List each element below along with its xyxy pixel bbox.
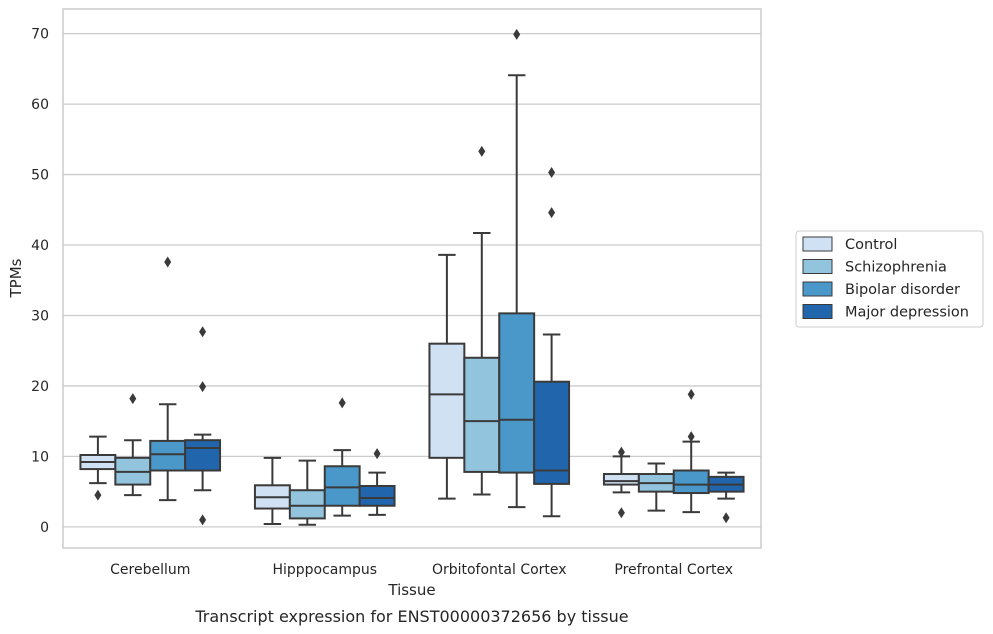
legend-swatch [802, 281, 833, 297]
box-iqr [358, 484, 396, 507]
legend-swatch [802, 304, 833, 319]
box-iqr [498, 312, 536, 474]
y-tick-label: 70 [31, 27, 49, 43]
x-tick-label: Orbitofontal Cortex [432, 562, 567, 578]
box-iqr [428, 342, 466, 459]
box-bipolar-disorder [323, 397, 361, 517]
box-major-depression [184, 326, 222, 526]
outlier-point [199, 381, 207, 393]
box-control [602, 446, 640, 519]
outlier-point [617, 446, 625, 458]
outlier-point [129, 393, 137, 405]
outlier-point [199, 326, 207, 338]
legend-label: Control [845, 237, 897, 253]
y-tick-labels: 0 10 20 30 40 50 60 70 [31, 27, 49, 536]
legend-swatch [802, 259, 833, 274]
legend-label: Bipolar disorder [845, 282, 960, 298]
box-major-depression [358, 448, 396, 516]
box-iqr [463, 356, 501, 473]
outlier-point [687, 388, 695, 400]
box-control [428, 253, 466, 500]
y-tick-label: 0 [40, 520, 49, 536]
outlier-point [548, 166, 556, 178]
legend-label: Schizophrenia [845, 260, 947, 276]
x-tick-labels: Cerebellum Hipppocampus Orbitofontal Corte… [110, 562, 733, 578]
outlier-point [687, 431, 695, 443]
box-control [79, 435, 117, 501]
legend-frame [795, 230, 984, 328]
legend-swatch [802, 236, 833, 252]
box-groups [79, 28, 745, 526]
outlier-point [94, 489, 102, 501]
box-iqr [602, 473, 640, 486]
outlier-point [199, 514, 207, 526]
outlier-point [617, 507, 625, 519]
box-iqr [323, 465, 361, 507]
y-tick-label: 50 [31, 168, 49, 184]
y-tick-label: 10 [31, 449, 49, 465]
y-tick-label: 60 [31, 97, 49, 113]
legend: Control Schizophrenia Bipolar disorder Majo… [795, 230, 984, 328]
chart-caption: Transcript expression for ENST0000037265… [194, 607, 628, 626]
x-tick-label: Hipppocampus [272, 562, 377, 578]
x-axis-title: Tissue [387, 581, 435, 599]
box-iqr [533, 380, 571, 485]
outlier-point [548, 207, 556, 219]
x-tick-label: Prefrontal Cortex [614, 562, 733, 578]
outlier-point [513, 28, 521, 40]
box-iqr [184, 439, 222, 472]
plot-frame [62, 8, 762, 549]
x-tick-label: Cerebellum [110, 562, 190, 578]
box-schizophrenia [114, 393, 152, 497]
box-bipolar-disorder [149, 256, 187, 502]
outlier-point [164, 256, 172, 268]
outlier-point [338, 397, 346, 409]
y-axis-title: TPMs [7, 258, 25, 298]
box-iqr [672, 469, 710, 495]
y-tick-label: 20 [31, 379, 49, 395]
box-schizophrenia [637, 462, 675, 512]
outlier-point [722, 512, 730, 524]
outlier-point [478, 145, 486, 157]
y-tick-label: 40 [31, 238, 49, 254]
box-bipolar-disorder [498, 28, 536, 509]
box-iqr [288, 489, 326, 520]
legend-label: Major depression [845, 305, 969, 321]
outlier-point [373, 448, 381, 460]
y-tick-label: 30 [31, 308, 49, 324]
box-major-depression [533, 166, 571, 518]
box-major-depression [707, 471, 745, 524]
box-iqr [149, 439, 187, 472]
